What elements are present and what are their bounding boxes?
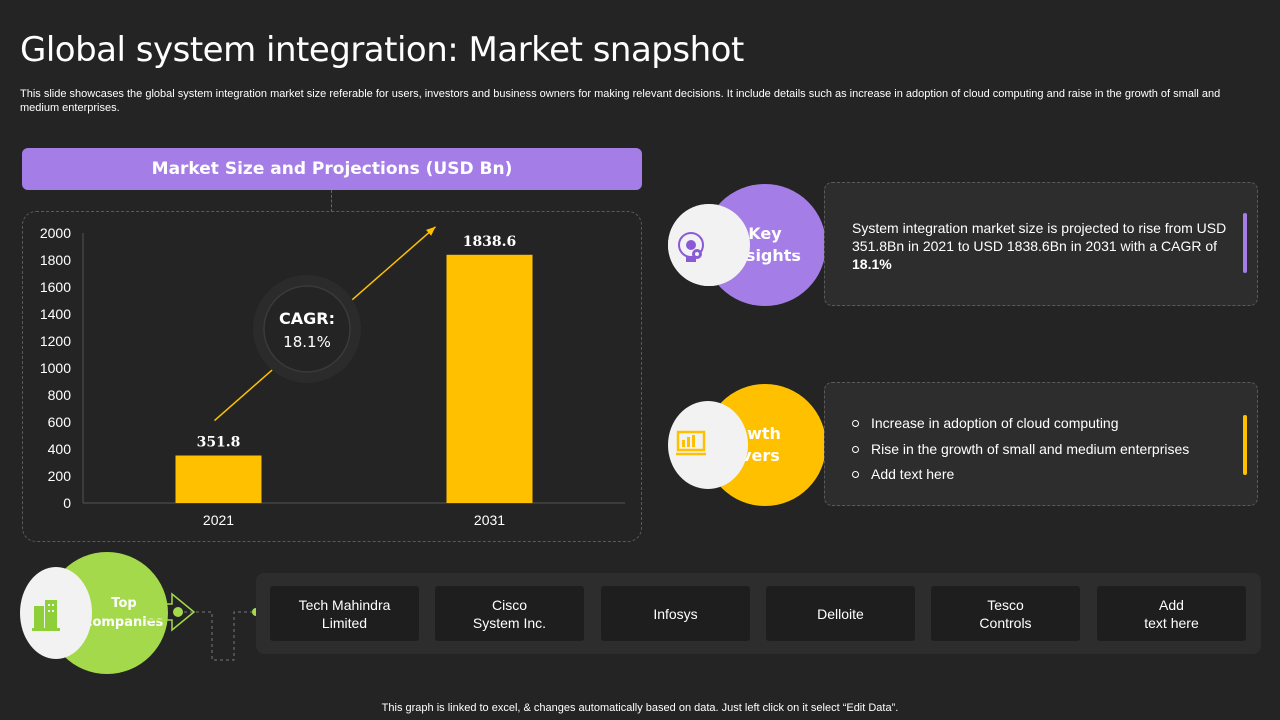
buildings-icon <box>20 567 92 659</box>
list-item: Increase in adoption of cloud computing <box>852 411 1189 437</box>
y-tick-label: 800 <box>48 387 72 403</box>
circle-bullet-icon <box>852 445 859 453</box>
key-insights-panel: System integration market size is projec… <box>824 182 1258 306</box>
cagr-value: 18.1% <box>283 333 331 351</box>
company-card[interactable]: Delloite <box>766 586 915 641</box>
top-companies-badge: Top companies <box>20 552 168 674</box>
y-tick-label: 1400 <box>40 306 71 322</box>
presentation-chart-icon <box>668 401 748 489</box>
top-companies-label-1: Top <box>111 596 137 611</box>
list-item-text: Rise in the growth of small and medium e… <box>871 440 1190 457</box>
circle-bullet-icon <box>852 471 859 479</box>
top-companies-arrow-icon <box>148 592 260 661</box>
chart-bar <box>446 254 533 503</box>
growth-drivers-badge: Growth drivers <box>668 384 826 506</box>
key-insights-text: System integration market size is projec… <box>852 219 1232 273</box>
list-item: Add text here <box>852 462 1189 488</box>
bar-value-label: 1838.6 <box>463 234 517 250</box>
y-tick-label: 1600 <box>40 279 71 295</box>
y-tick-label: 600 <box>48 414 72 430</box>
growth-drivers-panel: Increase in adoption of cloud computing … <box>824 382 1258 506</box>
cagr-inner-circle <box>263 285 351 373</box>
company-card[interactable]: Tech Mahindra Limited <box>270 586 419 641</box>
y-tick-label: 1000 <box>40 360 71 376</box>
y-tick-label: 2000 <box>40 225 71 241</box>
key-insights-badge: Key insights <box>668 184 826 306</box>
companies-strip: Tech Mahindra Limited Cisco System Inc. … <box>256 573 1261 654</box>
list-item: Rise in the growth of small and medium e… <box>852 437 1189 463</box>
chart-bar <box>175 455 262 503</box>
lightbulb-gear-icon <box>668 204 750 286</box>
bar-chart: 0 200 400 600 800 1000 1200 1400 1600 1800 2000 351… <box>40 225 625 528</box>
company-card[interactable]: Cisco System Inc. <box>435 586 584 641</box>
y-tick-label: 1800 <box>40 252 71 268</box>
list-item-text: Add text here <box>871 466 955 482</box>
x-tick-label: 2021 <box>203 512 234 528</box>
company-card[interactable]: Add text here <box>1097 586 1246 641</box>
y-tick-label: 1200 <box>40 333 71 349</box>
chart-container[interactable]: 0 200 400 600 800 1000 1200 1400 1600 1800 2000 351… <box>22 211 642 542</box>
x-tick-label: 2031 <box>474 512 505 528</box>
key-insights-text-bold: 18.1% <box>852 256 892 272</box>
accent-bar <box>1243 213 1247 273</box>
circle-bullet-icon <box>852 420 859 428</box>
company-card[interactable]: Infosys <box>601 586 750 641</box>
header-connector <box>331 190 332 212</box>
trend-arrow-head-icon <box>426 226 436 236</box>
growth-drivers-list: Increase in adoption of cloud computing … <box>852 411 1189 488</box>
footer-note: This graph is linked to excel, & changes… <box>381 702 899 714</box>
page-title: Global system integration: Market snapsh… <box>20 30 744 70</box>
company-card[interactable]: Tesco Controls <box>931 586 1080 641</box>
chart-header: Market Size and Projections (USD Bn) <box>22 148 642 190</box>
y-tick-label: 0 <box>63 495 71 511</box>
bar-value-label: 351.8 <box>197 435 241 451</box>
key-insights-label-1: Key <box>748 224 782 243</box>
cagr-label: CAGR: <box>279 309 335 328</box>
key-insights-text-main: System integration market size is projec… <box>852 220 1227 254</box>
accent-bar <box>1243 415 1247 475</box>
page-subtitle: This slide showcases the global system i… <box>20 88 1221 114</box>
y-tick-label: 400 <box>48 441 72 457</box>
list-item-text: Increase in adoption of cloud computing <box>871 415 1119 431</box>
y-tick-label: 200 <box>48 468 72 484</box>
top-companies-label-2: companies <box>84 615 164 630</box>
